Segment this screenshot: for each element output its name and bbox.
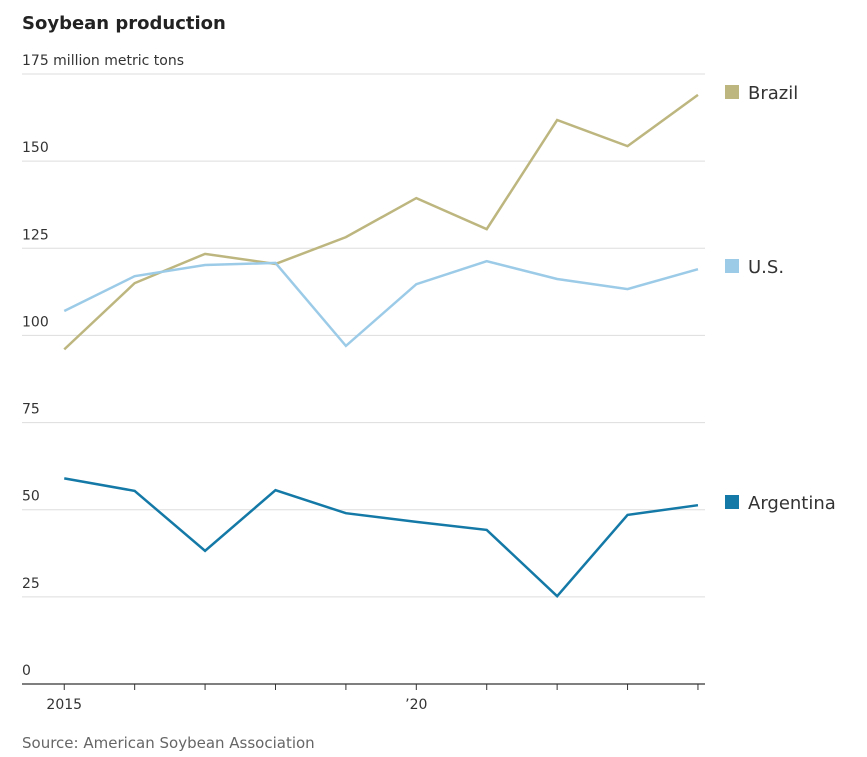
legend-label: Argentina [748, 493, 836, 514]
y-tick-label: 50 [22, 489, 40, 505]
line-series [64, 477, 699, 598]
y-tick-label: 100 [22, 314, 49, 330]
legend-swatch [725, 495, 739, 509]
legend-label: U.S. [748, 257, 784, 278]
y-tick-label: 75 [22, 402, 40, 418]
chart-title: Soybean production [22, 13, 226, 34]
legend-swatch [725, 259, 739, 273]
line-series [63, 259, 699, 348]
y-tick-label: 125 [22, 227, 49, 243]
source-note: Source: American Soybean Association [22, 734, 315, 752]
x-tick-label: ’20 [405, 697, 427, 713]
x-tick-label: 2015 [46, 697, 82, 713]
y-tick-label: 25 [22, 576, 40, 592]
y-tick-label: 0 [22, 663, 31, 679]
y-tick-label: 175 million metric tons [22, 53, 184, 69]
legend-label: Brazil [748, 83, 798, 104]
line-series [63, 93, 699, 351]
legend-swatch [725, 85, 739, 99]
y-tick-label: 150 [22, 140, 49, 156]
